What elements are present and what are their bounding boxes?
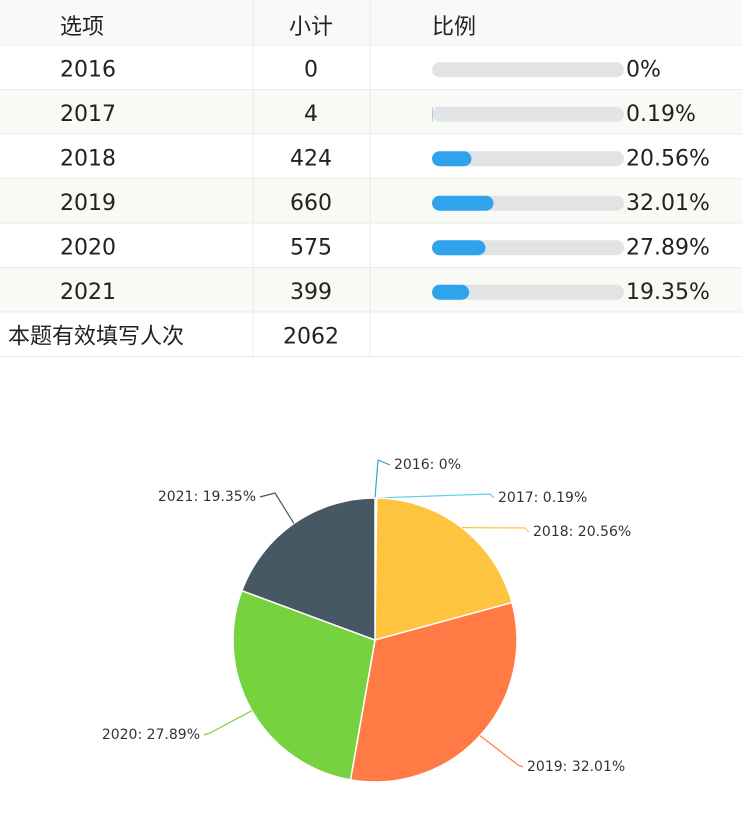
slice-label: 2018: 20.56% bbox=[533, 524, 631, 540]
count-cell: 4 bbox=[304, 102, 318, 127]
total-count: 2062 bbox=[283, 324, 339, 349]
leader-line bbox=[374, 459, 391, 499]
progress-bar bbox=[432, 284, 470, 300]
leader-line bbox=[259, 492, 295, 524]
progress-track bbox=[432, 151, 624, 167]
header-percent: 比例 bbox=[432, 15, 476, 40]
option-cell: 2017 bbox=[60, 102, 116, 127]
option-cell: 2021 bbox=[60, 280, 116, 305]
progress-bar bbox=[432, 240, 486, 256]
percent-cell: 0% bbox=[626, 57, 661, 82]
slice-label: 2017: 0.19% bbox=[498, 490, 587, 506]
percent-cell: 19.35% bbox=[626, 280, 710, 305]
count-cell: 575 bbox=[290, 235, 332, 260]
count-cell: 424 bbox=[290, 146, 332, 171]
total-row bbox=[0, 312, 742, 357]
pie-slice bbox=[349, 601, 518, 783]
option-cell: 2020 bbox=[60, 235, 116, 260]
percent-cell: 27.89% bbox=[626, 235, 710, 260]
slice-label: 2019: 32.01% bbox=[527, 759, 625, 775]
count-cell: 399 bbox=[290, 280, 332, 305]
option-cell: 2019 bbox=[60, 191, 116, 216]
header-count: 小计 bbox=[289, 15, 333, 40]
leader-line bbox=[479, 735, 524, 768]
progress-track bbox=[432, 106, 624, 122]
pie-slice bbox=[374, 497, 513, 641]
option-cell: 2016 bbox=[60, 57, 116, 82]
progress-bar bbox=[432, 151, 472, 167]
leader-line bbox=[461, 527, 530, 533]
slice-label: 2021: 19.35% bbox=[158, 489, 256, 505]
progress-bar bbox=[432, 195, 494, 211]
header-row bbox=[0, 0, 742, 45]
progress-track bbox=[432, 62, 624, 78]
progress-track bbox=[432, 284, 624, 300]
percent-cell: 20.56% bbox=[626, 146, 710, 171]
percent-cell: 0.19% bbox=[626, 102, 696, 127]
leader-line bbox=[203, 710, 253, 736]
percent-cell: 32.01% bbox=[626, 191, 710, 216]
count-cell: 660 bbox=[290, 191, 332, 216]
leader-line bbox=[375, 493, 495, 499]
header-option: 选项 bbox=[60, 15, 104, 40]
slice-label: 2016: 0% bbox=[394, 457, 461, 473]
count-cell: 0 bbox=[304, 57, 318, 82]
slice-label: 2020: 27.89% bbox=[102, 727, 200, 743]
option-cell: 2018 bbox=[60, 146, 116, 171]
total-label: 本题有效填写人次 bbox=[8, 324, 184, 349]
